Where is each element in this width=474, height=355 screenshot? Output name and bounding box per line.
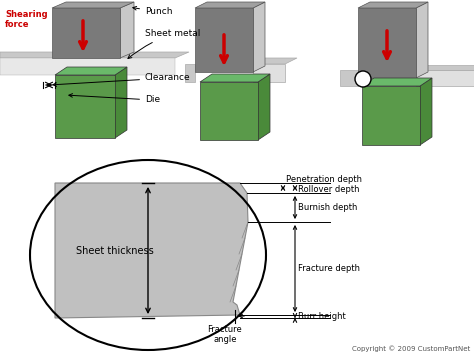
Polygon shape	[200, 82, 258, 140]
Text: Clearance: Clearance	[53, 73, 191, 86]
Text: Sheet metal: Sheet metal	[128, 29, 201, 59]
Text: Burnish depth: Burnish depth	[298, 203, 357, 212]
Polygon shape	[416, 65, 474, 70]
Text: Punch: Punch	[133, 6, 173, 16]
Polygon shape	[258, 74, 270, 140]
Polygon shape	[200, 74, 270, 82]
Polygon shape	[362, 78, 432, 86]
Circle shape	[355, 71, 371, 87]
Polygon shape	[0, 58, 175, 75]
Polygon shape	[420, 78, 432, 145]
Polygon shape	[340, 70, 358, 86]
Polygon shape	[253, 58, 297, 64]
Polygon shape	[416, 2, 428, 78]
Polygon shape	[52, 2, 134, 8]
Text: Rollover depth: Rollover depth	[298, 186, 359, 195]
Polygon shape	[52, 8, 120, 58]
Polygon shape	[253, 2, 265, 72]
Text: Sheet thickness: Sheet thickness	[76, 246, 154, 256]
Polygon shape	[120, 2, 134, 58]
Text: Shearing
force: Shearing force	[5, 10, 47, 29]
Text: Penetration depth: Penetration depth	[286, 175, 362, 184]
Text: Fracture
angle: Fracture angle	[208, 325, 242, 344]
Polygon shape	[195, 8, 253, 72]
Text: Fracture depth: Fracture depth	[298, 264, 360, 273]
Polygon shape	[253, 64, 285, 82]
Polygon shape	[55, 67, 127, 75]
Text: Burr height: Burr height	[298, 312, 346, 321]
Polygon shape	[55, 183, 248, 318]
Polygon shape	[115, 67, 127, 138]
Polygon shape	[358, 2, 428, 8]
Polygon shape	[362, 86, 420, 145]
Polygon shape	[358, 8, 416, 78]
Text: Copyright © 2009 CustomPartNet: Copyright © 2009 CustomPartNet	[352, 345, 470, 352]
Polygon shape	[416, 70, 474, 86]
Polygon shape	[0, 52, 189, 58]
Text: Die: Die	[69, 94, 160, 104]
Polygon shape	[185, 64, 195, 82]
Polygon shape	[195, 2, 265, 8]
Polygon shape	[55, 75, 115, 138]
